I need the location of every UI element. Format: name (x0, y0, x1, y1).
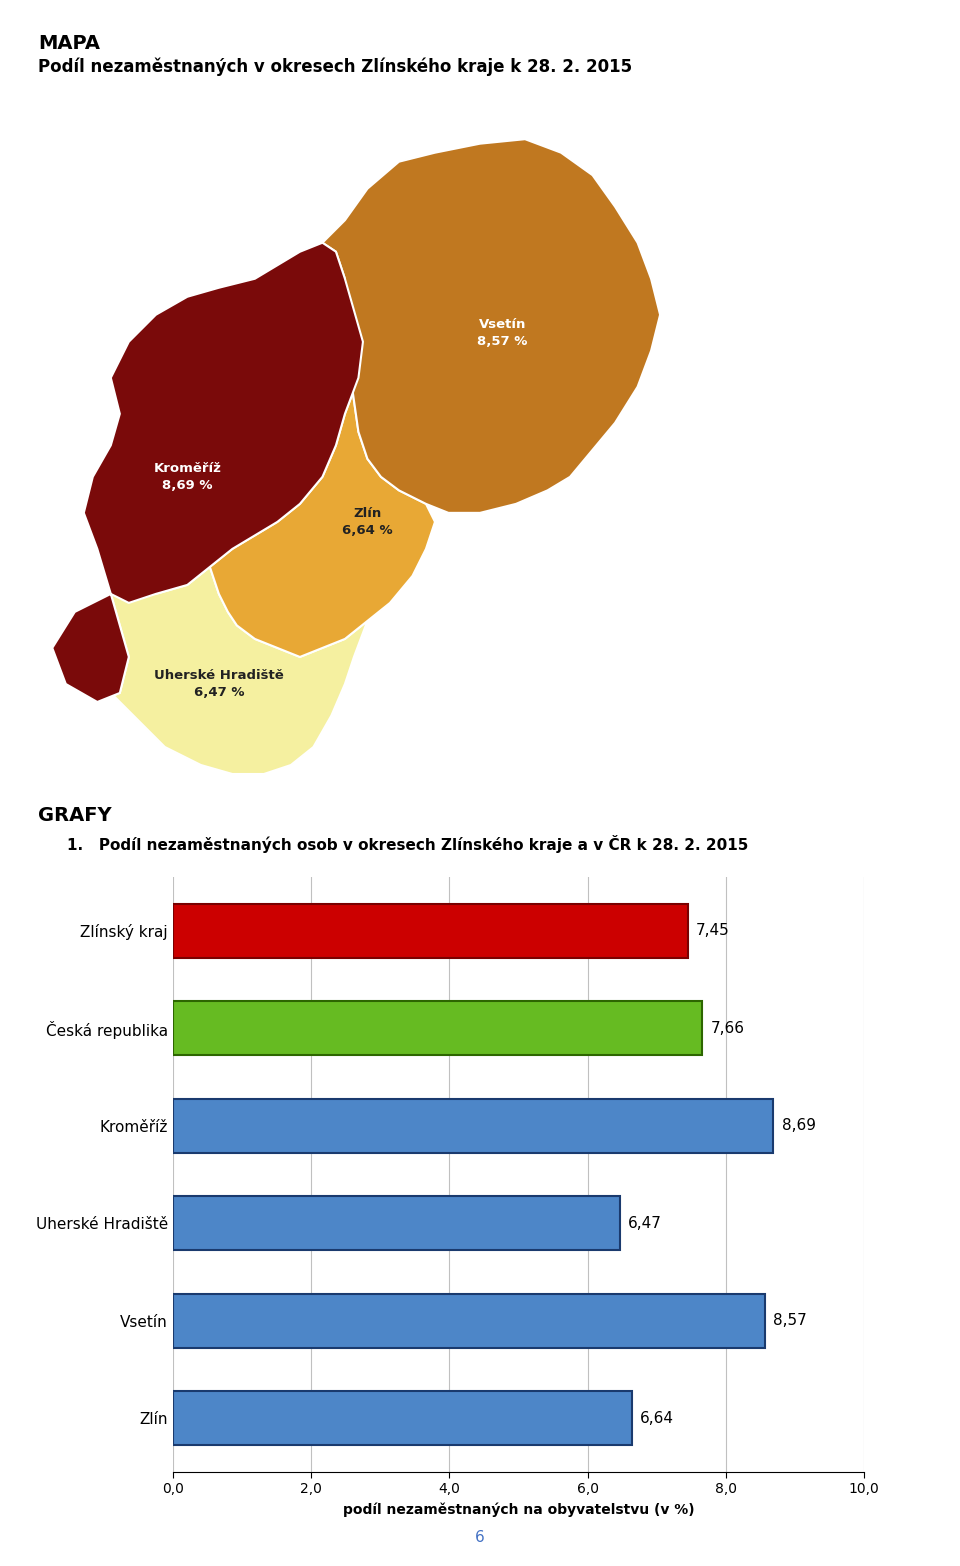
Text: Podíl nezaměstnaných v okresech Zlínského kraje k 28. 2. 2015: Podíl nezaměstnaných v okresech Zlínskéh… (38, 58, 633, 77)
Text: 6: 6 (475, 1530, 485, 1546)
Text: MAPA: MAPA (38, 34, 101, 53)
Text: Vsetín
8,57 %: Vsetín 8,57 % (477, 318, 528, 348)
Bar (173, 904, 687, 958)
Text: GRAFY: GRAFY (38, 806, 112, 825)
Text: 6,47: 6,47 (628, 1215, 662, 1231)
Text: Uherské Hradiště
6,47 %: Uherské Hradiště 6,47 % (154, 669, 284, 698)
Text: 8,69: 8,69 (781, 1118, 816, 1134)
Bar (173, 1294, 765, 1347)
Bar (173, 1002, 703, 1055)
Text: 7,45: 7,45 (696, 924, 730, 938)
X-axis label: podíl nezaměstnaných na obyvatelstvu (v %): podíl nezaměstnaných na obyvatelstvu (v … (343, 1502, 694, 1516)
Text: 8,57: 8,57 (774, 1314, 807, 1328)
Text: 1.   Podíl nezaměstnaných osob v okresech Zlínského kraje a v ČR k 28. 2. 2015: 1. Podíl nezaměstnaných osob v okresech … (67, 835, 749, 852)
Polygon shape (210, 279, 435, 658)
Polygon shape (97, 567, 368, 774)
Bar (173, 1099, 774, 1153)
Polygon shape (52, 243, 363, 702)
Text: 7,66: 7,66 (710, 1021, 745, 1035)
Text: Kroměříž
8,69 %: Kroměříž 8,69 % (154, 462, 222, 492)
Polygon shape (323, 139, 660, 514)
Bar (173, 1391, 632, 1445)
Text: Zlín
6,64 %: Zlín 6,64 % (342, 507, 393, 537)
Bar (173, 1196, 620, 1250)
Text: 6,64: 6,64 (640, 1411, 674, 1425)
